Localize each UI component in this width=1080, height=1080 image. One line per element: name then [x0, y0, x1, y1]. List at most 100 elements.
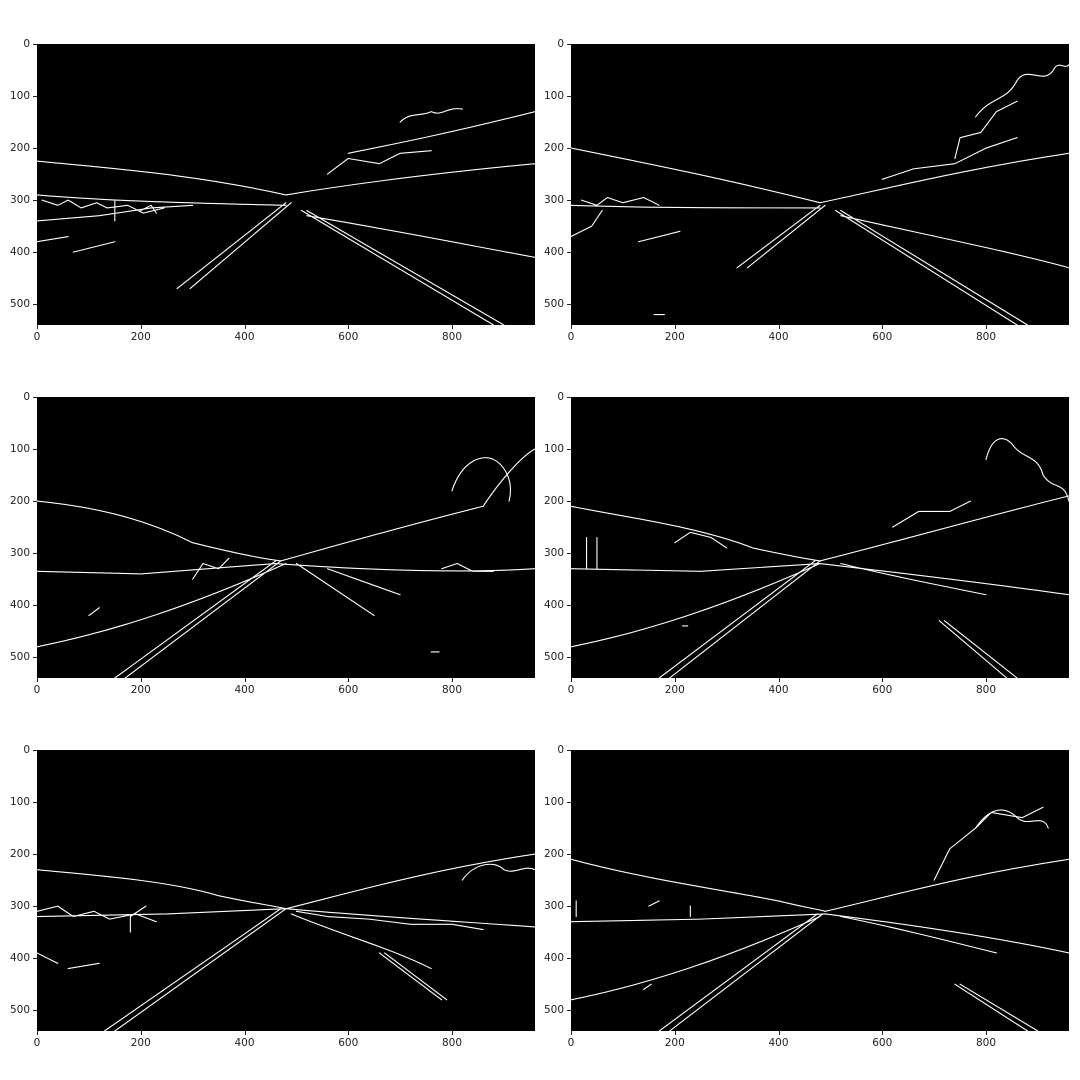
x-tick-label: 200	[130, 331, 151, 343]
edge-stroke	[286, 854, 535, 909]
y-tick-mark	[33, 501, 37, 503]
edge-stroke	[893, 501, 971, 527]
edge-image	[37, 750, 535, 1031]
edge-panel-5: 0 100 200 300 400 500 0 200 400 600 800	[0, 745, 535, 1070]
x-tick-label: 600	[338, 1037, 359, 1049]
y-tick-label: 0	[557, 744, 564, 756]
y-tick-label: 200	[9, 142, 30, 155]
y-tick-label: 400	[543, 246, 564, 259]
x-tick-mark	[986, 678, 987, 682]
edge-stroke	[291, 914, 431, 969]
x-tick-label: 0	[567, 1037, 575, 1049]
edge-stroke	[644, 984, 652, 989]
y-tick-mark	[567, 449, 571, 451]
y-tick-label: 300	[9, 547, 30, 560]
x-tick-mark	[37, 1031, 38, 1035]
edge-stroke	[104, 909, 280, 1031]
x-tick-label: 0	[33, 684, 41, 696]
x-tick-mark	[244, 325, 246, 329]
edge-stroke	[37, 501, 281, 561]
x-tick-label: 800	[975, 331, 997, 343]
edge-stroke	[841, 564, 986, 595]
edge-stroke	[581, 198, 659, 206]
edge-stroke	[89, 608, 99, 616]
y-tick-label: 400	[543, 599, 564, 612]
edge-stroke	[141, 205, 157, 213]
edge-stroke	[307, 211, 504, 325]
edge-stroke	[976, 65, 1069, 117]
edge-image	[571, 750, 1069, 1031]
edge-stroke	[587, 538, 597, 569]
edge-lines	[571, 397, 1069, 678]
edge-stroke	[37, 205, 193, 221]
y-tick-label: 300	[543, 900, 564, 913]
edge-stroke	[960, 984, 1038, 1031]
edge-stroke	[130, 906, 146, 932]
x-tick-label: 200	[664, 331, 685, 343]
y-tick-mark	[33, 449, 37, 451]
y-tick-mark	[567, 252, 571, 254]
edge-lines	[37, 397, 535, 678]
edge-lines	[571, 750, 1069, 1031]
y-tick-label: 100	[543, 443, 564, 456]
y-tick-label: 0	[23, 391, 30, 403]
edge-stroke	[115, 909, 286, 1031]
edge-stroke	[576, 901, 690, 917]
edge-image	[571, 44, 1069, 325]
edge-stroke	[302, 211, 494, 325]
y-tick-mark	[567, 397, 571, 398]
edge-stroke	[177, 203, 286, 289]
x-tick-label: 0	[567, 331, 575, 343]
edge-stroke	[37, 564, 535, 574]
x-tick-mark	[986, 1031, 987, 1035]
edge-stroke	[571, 211, 602, 237]
x-tick-label: 200	[664, 684, 685, 696]
x-tick-mark	[244, 1031, 246, 1035]
y-tick-label: 400	[9, 952, 30, 965]
edge-stroke	[841, 211, 1028, 325]
x-tick-mark	[882, 1031, 884, 1035]
edge-stroke	[571, 506, 820, 561]
y-tick-mark	[33, 605, 37, 607]
edge-stroke	[328, 569, 401, 595]
x-tick-label: 800	[441, 1037, 463, 1049]
edge-stroke	[836, 211, 1018, 325]
edge-stroke	[125, 561, 281, 678]
edge-stroke	[37, 195, 286, 205]
y-tick-label: 300	[543, 194, 564, 207]
y-tick-label: 300	[543, 547, 564, 560]
y-tick-label: 100	[9, 443, 30, 456]
edge-stroke	[841, 216, 1069, 268]
y-tick-mark	[567, 553, 571, 555]
edge-image	[37, 397, 535, 678]
y-tick-mark	[567, 200, 571, 202]
y-tick-label: 500	[543, 298, 564, 311]
edge-stroke	[747, 205, 825, 267]
x-tick-mark	[452, 678, 453, 682]
y-tick-mark	[33, 854, 37, 856]
y-tick-mark	[567, 605, 571, 607]
edge-stroke	[115, 561, 276, 678]
edge-panel-4: 0 100 200 300 400 500 0 200 400 600 800	[534, 392, 1069, 717]
y-tick-mark	[567, 501, 571, 503]
x-tick-mark	[778, 1031, 780, 1035]
y-tick-label: 100	[9, 90, 30, 103]
y-tick-mark	[567, 44, 571, 45]
x-tick-label: 800	[975, 684, 997, 696]
edge-stroke	[571, 148, 1069, 203]
edge-stroke	[37, 909, 535, 927]
y-tick-mark	[567, 750, 571, 751]
edge-stroke	[882, 138, 1017, 180]
edge-stroke	[73, 242, 115, 252]
x-tick-mark	[986, 325, 987, 329]
x-tick-mark	[571, 678, 572, 682]
edge-stroke	[37, 953, 58, 963]
edge-stroke	[400, 109, 462, 122]
x-tick-mark	[882, 678, 884, 682]
y-tick-label: 0	[557, 38, 564, 50]
edge-stroke	[42, 200, 164, 213]
y-tick-mark	[567, 148, 571, 150]
x-tick-label: 200	[664, 1037, 685, 1049]
y-tick-mark	[567, 304, 571, 306]
edge-stroke	[379, 953, 441, 1000]
